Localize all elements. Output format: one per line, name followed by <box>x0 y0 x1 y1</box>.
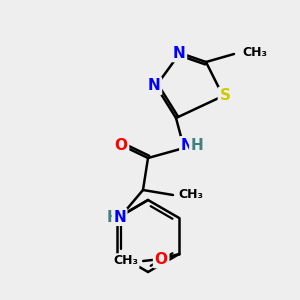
Text: CH₃: CH₃ <box>242 46 267 59</box>
Text: O: O <box>155 251 168 266</box>
Text: H: H <box>190 137 203 152</box>
Text: N: N <box>172 46 185 61</box>
Text: H: H <box>106 209 119 224</box>
Text: O: O <box>115 139 128 154</box>
Text: N: N <box>181 137 194 152</box>
Text: N: N <box>113 209 126 224</box>
Text: CH₃: CH₃ <box>113 254 138 268</box>
Text: CH₃: CH₃ <box>178 188 203 202</box>
Text: S: S <box>220 88 230 104</box>
Text: N: N <box>148 79 160 94</box>
